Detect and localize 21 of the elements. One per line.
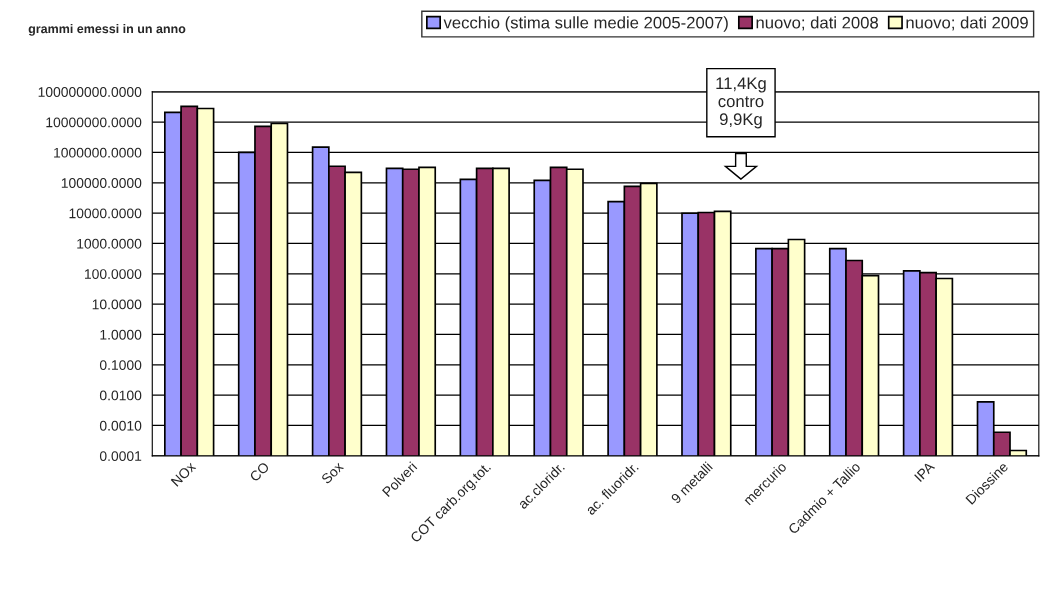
y-axis-title: grammi emessi in un anno — [28, 24, 186, 36]
y-tick-label: 0.1000 — [99, 360, 142, 370]
legend-label: vecchio (stima sulle medie 2005-2007) — [443, 16, 728, 32]
y-tick-label: 0.0010 — [99, 420, 142, 431]
x-tick-label: CO — [249, 461, 270, 483]
y-tick-label: 10.0000 — [92, 299, 142, 310]
x-tick-label: Sox — [320, 461, 345, 485]
y-tick-label: 0.0001 — [99, 451, 142, 462]
y-tick-label: 10000000.0000 — [46, 117, 142, 128]
y-tick-label: 100000000.0000 — [38, 87, 142, 97]
y-tick-label: 0.0100 — [99, 390, 142, 401]
y-tick-label: 10000.0000 — [69, 208, 142, 219]
y-tick-label: 100.0000 — [85, 269, 142, 279]
y-tick-label: 1000000.0000 — [54, 147, 142, 158]
legend-label: nuovo; dati 2009 — [906, 16, 1028, 31]
legend-label: nuovo; dati 2008 — [756, 16, 878, 31]
x-tick-label: IPA — [914, 461, 936, 483]
y-tick-label: 100000.0000 — [61, 178, 142, 188]
y-tick-label: 1.0000 — [100, 329, 142, 340]
annotation: 11,4Kg contro 9,9Kg — [716, 77, 766, 129]
y-tick-label: 1000.0000 — [77, 238, 142, 249]
